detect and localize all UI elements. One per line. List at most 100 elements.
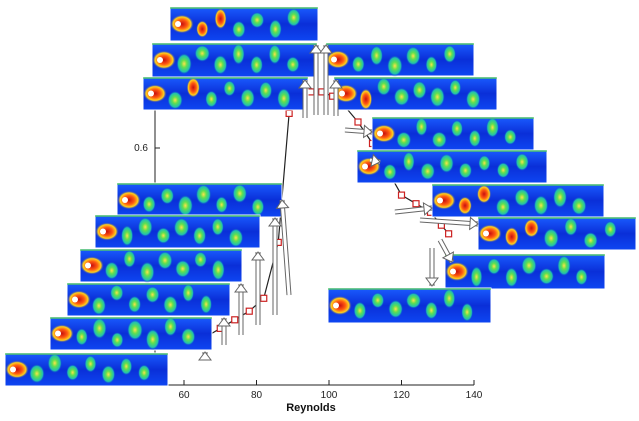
cylinder (157, 57, 163, 63)
flow-snapshot (477, 216, 637, 251)
vortex (91, 296, 107, 316)
pointer-arrow (437, 238, 455, 264)
cylinder (100, 228, 106, 235)
pointer-arrow (275, 199, 292, 296)
cylinder (333, 302, 339, 309)
snapshot-edge (80, 249, 242, 251)
vortex (450, 119, 464, 138)
arrow-head (251, 251, 265, 261)
vortex (223, 80, 236, 97)
vortex (388, 299, 404, 319)
data-point (260, 294, 268, 302)
vortex (286, 8, 301, 27)
data-point (285, 109, 293, 118)
snapshot-edge (432, 184, 604, 186)
vortex (167, 90, 183, 110)
snapshot-edge (328, 288, 491, 290)
arrow-head (234, 283, 248, 293)
arrow-head (425, 277, 439, 287)
arrow-head (319, 44, 333, 54)
arrow-head (469, 216, 479, 231)
pointer-arrow (298, 79, 312, 118)
wake-region (152, 50, 176, 70)
vortex (142, 195, 156, 213)
vortex (101, 364, 116, 385)
vortex (415, 117, 428, 137)
wake-region (334, 84, 358, 103)
vortex (533, 195, 549, 216)
flow-snapshot (116, 182, 283, 218)
vortex (176, 52, 193, 75)
vortex (205, 90, 218, 108)
flow-insets (4, 6, 637, 387)
vortex (457, 196, 473, 215)
vortex (503, 128, 517, 145)
vortex (557, 254, 571, 277)
flow-snapshot (66, 282, 231, 317)
vortex (485, 117, 500, 138)
vortex (200, 294, 213, 315)
cylinder (72, 296, 78, 303)
vortex (468, 129, 481, 148)
arrow-head (268, 217, 282, 227)
vortex (359, 88, 373, 111)
vortex (174, 259, 191, 278)
vortex (286, 56, 300, 73)
vortex (402, 151, 415, 172)
vortex (120, 224, 134, 247)
vortex (173, 217, 190, 238)
data-point (412, 200, 420, 208)
vortex (249, 11, 265, 29)
vortex (431, 131, 447, 149)
snapshot-edge (152, 43, 317, 45)
cylinder (437, 197, 443, 204)
vortex (232, 43, 245, 65)
flow-snapshot (325, 42, 475, 77)
vortex (163, 316, 178, 337)
vortex (603, 220, 617, 238)
x-tick-label: 60 (178, 390, 190, 401)
vortex (552, 186, 568, 209)
data-point (231, 316, 239, 324)
snapshot-edge (50, 317, 212, 319)
vortex (514, 188, 530, 207)
arrow-shaft (280, 199, 291, 296)
vortex (470, 265, 483, 288)
vortex (66, 364, 80, 381)
pointer-arrow (234, 283, 248, 335)
vortex (213, 54, 228, 75)
vortex (139, 261, 155, 283)
vortex (353, 301, 367, 320)
vortex (429, 86, 445, 108)
vortex (515, 152, 529, 172)
snapshot-edge (67, 283, 230, 285)
flow-snapshot (444, 253, 606, 290)
vortex (351, 55, 365, 73)
vortex (180, 327, 196, 346)
vortex (495, 197, 511, 217)
snapshot-edge (326, 43, 474, 45)
vortex (521, 255, 537, 276)
arrows (198, 44, 479, 361)
x-tick-label: 140 (466, 390, 483, 401)
pointer-arrow (198, 351, 212, 361)
vortex (370, 45, 384, 66)
flow-snapshot (327, 287, 492, 324)
cylinder (175, 21, 181, 27)
vortex (476, 184, 492, 204)
flow-snapshot (94, 214, 261, 249)
vortex (443, 44, 457, 64)
vortex (505, 267, 518, 288)
vortex (240, 88, 255, 109)
vortex (412, 80, 427, 100)
flow-snapshot (4, 352, 169, 387)
wake-region (67, 290, 91, 309)
vortex (215, 196, 228, 214)
vortex (478, 154, 491, 172)
cylinder (148, 90, 154, 97)
arrow-shaft (419, 218, 479, 226)
x-tick-label: 80 (251, 390, 263, 401)
vortex (160, 187, 175, 205)
vortex (194, 251, 207, 268)
